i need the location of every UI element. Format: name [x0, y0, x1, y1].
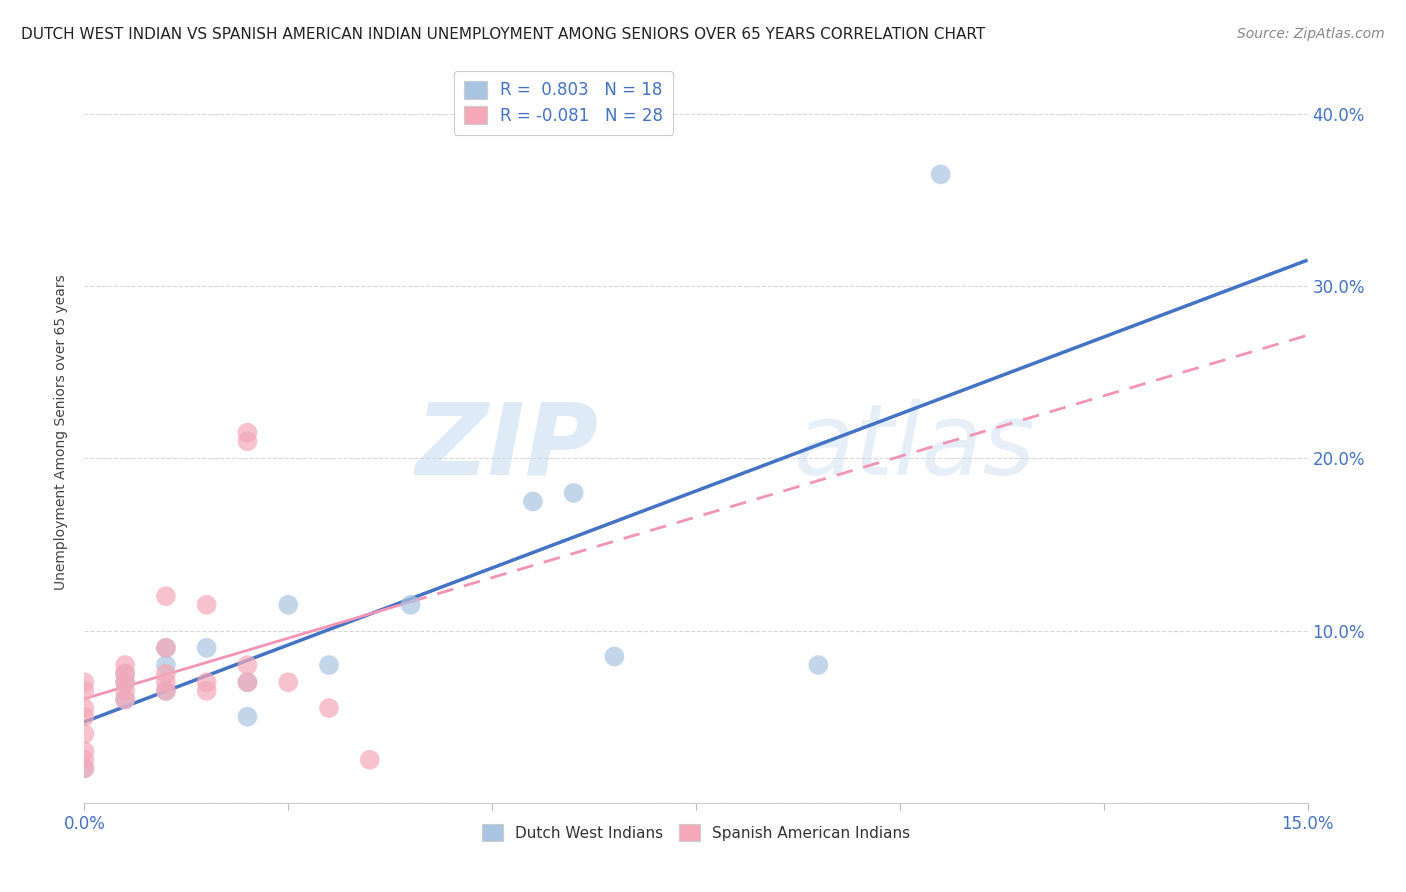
- Point: [562, 486, 585, 500]
- Point: [73, 701, 96, 715]
- Point: [155, 640, 177, 655]
- Point: [195, 675, 218, 690]
- Point: [114, 692, 136, 706]
- Point: [155, 666, 177, 681]
- Point: [73, 761, 96, 775]
- Point: [73, 744, 96, 758]
- Point: [318, 658, 340, 673]
- Text: Source: ZipAtlas.com: Source: ZipAtlas.com: [1237, 27, 1385, 41]
- Point: [359, 753, 381, 767]
- Point: [236, 675, 259, 690]
- Legend: Dutch West Indians, Spanish American Indians: Dutch West Indians, Spanish American Ind…: [475, 818, 917, 847]
- Text: DUTCH WEST INDIAN VS SPANISH AMERICAN INDIAN UNEMPLOYMENT AMONG SENIORS OVER 65 : DUTCH WEST INDIAN VS SPANISH AMERICAN IN…: [21, 27, 986, 42]
- Point: [114, 684, 136, 698]
- Point: [236, 658, 259, 673]
- Point: [73, 753, 96, 767]
- Text: atlas: atlas: [794, 399, 1035, 496]
- Point: [114, 658, 136, 673]
- Point: [155, 684, 177, 698]
- Point: [114, 666, 136, 681]
- Point: [236, 425, 259, 440]
- Point: [277, 675, 299, 690]
- Point: [318, 701, 340, 715]
- Point: [155, 675, 177, 690]
- Point: [603, 649, 626, 664]
- Point: [73, 684, 96, 698]
- Point: [195, 640, 218, 655]
- Point: [73, 675, 96, 690]
- Point: [195, 598, 218, 612]
- Point: [522, 494, 544, 508]
- Point: [155, 684, 177, 698]
- Point: [73, 709, 96, 723]
- Point: [155, 589, 177, 603]
- Point: [114, 666, 136, 681]
- Point: [155, 640, 177, 655]
- Point: [236, 709, 259, 723]
- Point: [73, 761, 96, 775]
- Point: [236, 434, 259, 449]
- Point: [114, 675, 136, 690]
- Point: [114, 692, 136, 706]
- Point: [399, 598, 422, 612]
- Y-axis label: Unemployment Among Seniors over 65 years: Unemployment Among Seniors over 65 years: [55, 275, 69, 591]
- Text: ZIP: ZIP: [415, 399, 598, 496]
- Point: [807, 658, 830, 673]
- Point: [155, 658, 177, 673]
- Point: [277, 598, 299, 612]
- Point: [114, 675, 136, 690]
- Point: [195, 684, 218, 698]
- Point: [929, 167, 952, 181]
- Point: [236, 675, 259, 690]
- Point: [73, 727, 96, 741]
